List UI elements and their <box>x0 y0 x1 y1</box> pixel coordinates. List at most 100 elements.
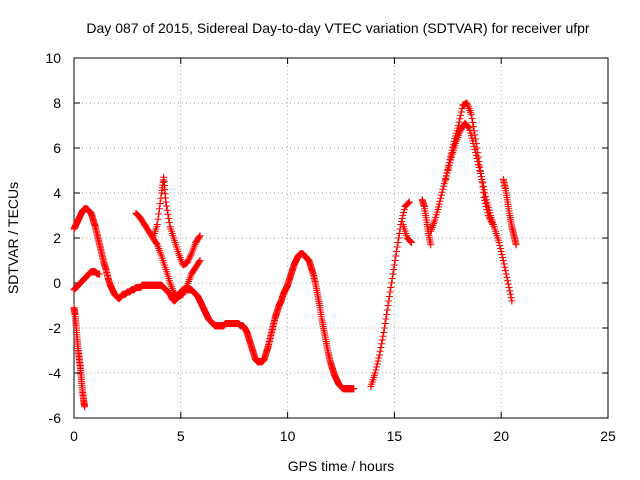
data-point <box>153 240 161 248</box>
data-point <box>481 197 489 204</box>
data-point <box>184 257 192 265</box>
data-point <box>164 210 172 218</box>
data-point <box>475 164 483 171</box>
data-point <box>445 159 453 167</box>
data-point <box>196 232 204 240</box>
data-point <box>447 152 455 160</box>
y-tick-label: 0 <box>53 275 61 291</box>
data-point <box>475 158 483 165</box>
data-point <box>373 363 381 371</box>
data-point <box>499 254 507 261</box>
x-tick-label: 25 <box>600 428 616 444</box>
data-point <box>375 354 383 362</box>
data-point <box>472 135 480 143</box>
data-point <box>503 273 511 281</box>
data-point <box>477 167 485 175</box>
data-point <box>196 257 204 264</box>
data-point <box>374 357 382 365</box>
y-tick-label: 10 <box>45 50 61 66</box>
data-point <box>455 118 463 126</box>
data-point <box>497 248 505 255</box>
data-point <box>481 189 489 197</box>
data-point <box>506 290 514 298</box>
data-point <box>382 315 390 323</box>
data-point <box>163 202 171 210</box>
data-point <box>449 140 457 148</box>
y-tick-label: 6 <box>53 140 61 156</box>
data-point <box>501 267 509 275</box>
data-point <box>183 259 191 267</box>
data-point <box>162 198 170 206</box>
x-tick-label: 10 <box>280 428 296 444</box>
data-point <box>444 165 452 173</box>
data-point <box>181 286 189 294</box>
data-point <box>504 277 512 285</box>
data-point <box>435 200 443 208</box>
data-point <box>474 161 482 168</box>
data-point <box>508 297 516 305</box>
data-point <box>504 280 512 288</box>
data-point <box>482 200 490 207</box>
data-point <box>384 302 392 309</box>
data-point <box>404 200 412 207</box>
data-point <box>438 188 446 196</box>
data-point <box>155 210 163 218</box>
data-point <box>445 162 453 170</box>
data-point <box>375 351 383 359</box>
data-point <box>378 336 386 344</box>
data-point <box>405 198 413 206</box>
data-point <box>179 290 187 298</box>
data-point <box>389 270 397 278</box>
data-point <box>187 251 195 259</box>
data-point <box>478 178 486 186</box>
data-point <box>165 219 173 227</box>
data-point <box>395 230 403 237</box>
series-9 <box>427 119 516 305</box>
data-point <box>405 199 413 207</box>
data-point <box>96 270 104 278</box>
chart-title: Day 087 of 2015, Sidereal Day-to-day VTE… <box>86 20 590 36</box>
data-point <box>485 213 493 221</box>
data-point <box>155 205 163 213</box>
data-point <box>186 253 194 261</box>
data-point <box>457 111 465 119</box>
data-point <box>484 209 492 216</box>
data-point <box>165 215 173 222</box>
data-point <box>383 306 391 314</box>
data-point <box>505 284 513 291</box>
data-point <box>443 169 451 177</box>
data-point <box>180 289 188 297</box>
x-tick-label: 5 <box>177 428 185 444</box>
data-point <box>180 287 188 295</box>
data-point <box>473 144 481 152</box>
data-point <box>502 270 510 278</box>
data-point <box>400 209 408 216</box>
data-point <box>482 203 490 210</box>
data-point <box>81 403 89 411</box>
data-point <box>496 242 504 249</box>
data-series <box>70 99 520 411</box>
x-axis-label: GPS time / hours <box>288 458 395 474</box>
data-point <box>388 279 396 287</box>
data-point <box>372 366 380 374</box>
data-point <box>392 252 400 260</box>
x-tick-label: 15 <box>387 428 403 444</box>
data-point <box>487 216 495 224</box>
data-point <box>195 233 203 241</box>
data-point <box>383 311 391 318</box>
data-point <box>393 248 401 255</box>
data-point <box>470 127 478 135</box>
data-point <box>376 347 384 355</box>
x-tick-label: 20 <box>493 428 509 444</box>
data-point <box>182 283 190 291</box>
data-point <box>394 239 402 246</box>
series-6 <box>367 198 413 390</box>
series-8 <box>418 196 435 249</box>
y-tick-label: -2 <box>49 320 62 336</box>
data-point <box>488 219 496 227</box>
data-point <box>399 212 407 219</box>
data-point <box>457 108 465 116</box>
series-11 <box>499 176 520 249</box>
data-point <box>437 191 445 199</box>
